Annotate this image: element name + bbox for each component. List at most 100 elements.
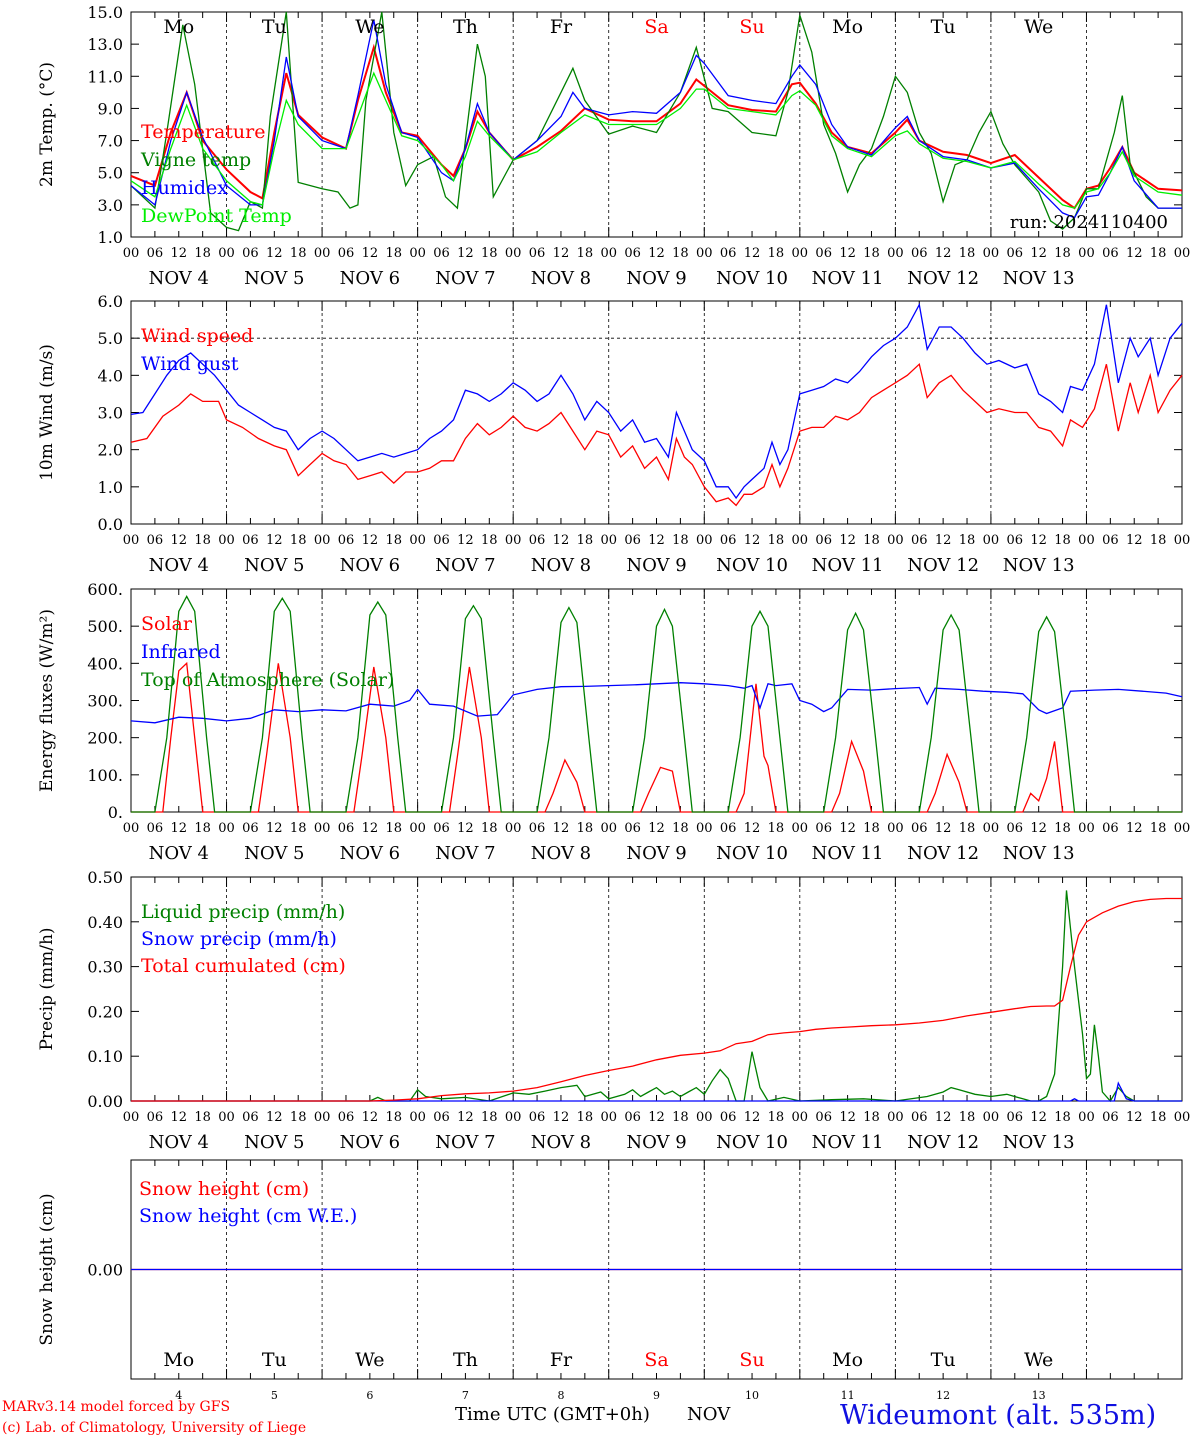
date-label: NOV 7: [435, 555, 495, 576]
hour-label: 12: [1030, 1110, 1047, 1125]
hour-label: 18: [1150, 246, 1167, 261]
hour-label: 18: [959, 246, 976, 261]
hour-label: 00: [600, 246, 617, 261]
hour-label: 18: [577, 1110, 594, 1125]
hour-label: 06: [911, 821, 928, 836]
hour-label: 18: [194, 821, 211, 836]
series-line-dewpoint-temp: [130, 71, 1183, 209]
hour-label: 18: [1054, 533, 1071, 548]
hour-label: 00: [1078, 821, 1095, 836]
date-label: NOV 8: [531, 555, 591, 576]
hour-label: 06: [147, 533, 164, 548]
hour-label: 00: [696, 1110, 713, 1125]
y-tick-label: 0.10: [87, 1047, 123, 1066]
y-tick-label: 600.: [87, 580, 123, 599]
hour-label: 00: [314, 533, 331, 548]
date-label: NOV 12: [907, 1132, 979, 1153]
hour-label: 12: [266, 246, 283, 261]
series-line-wind-speed: [130, 362, 1183, 507]
hour-label: 18: [863, 533, 880, 548]
y-tick-label: 0.0: [98, 515, 123, 534]
lab-credit: (c) Lab. of Climatology, University of L…: [2, 1420, 307, 1436]
day-number-label: 12: [936, 1389, 950, 1402]
hour-label: 12: [744, 821, 761, 836]
hour-label: 00: [505, 246, 522, 261]
hour-label: 12: [553, 1110, 570, 1125]
y-tick-label: 0.20: [87, 1002, 123, 1021]
hour-label: 12: [457, 246, 474, 261]
hour-label: 00: [1078, 533, 1095, 548]
hour-label: 06: [720, 246, 737, 261]
hour-label: 00: [983, 246, 1000, 261]
date-label: NOV 9: [626, 1132, 686, 1153]
hour-label: 12: [935, 246, 952, 261]
legend-entry: DewPoint Temp: [141, 205, 292, 227]
hour-label: 12: [266, 1110, 283, 1125]
date-label: NOV 5: [244, 843, 304, 864]
date-label: NOV 11: [812, 843, 884, 864]
hour-label: 12: [457, 821, 474, 836]
y-tick-label: 2.0: [98, 441, 123, 460]
y-tick-label: 0.30: [87, 958, 123, 977]
hour-label: 12: [1030, 821, 1047, 836]
hour-label: 00: [887, 1110, 904, 1125]
hour-label: 00: [1174, 821, 1191, 836]
weekday-label: We: [1024, 1349, 1053, 1371]
hour-label: 06: [147, 1110, 164, 1125]
hour-label: 06: [624, 821, 641, 836]
legend-entry: Temperature: [141, 121, 265, 143]
hour-label: 06: [529, 246, 546, 261]
y-tick-label: 5.0: [98, 164, 123, 183]
hour-label: 06: [529, 1110, 546, 1125]
y-tick-label: 100.: [87, 766, 123, 785]
hour-label: 06: [433, 821, 450, 836]
hour-label: 18: [959, 1110, 976, 1125]
date-label: NOV 4: [149, 555, 209, 576]
weekday-label: Fr: [550, 16, 573, 38]
hour-label: 00: [218, 246, 235, 261]
date-label: NOV 10: [716, 268, 788, 289]
y-axis-label: Snow height (cm): [37, 1193, 57, 1345]
hour-label: 00: [983, 821, 1000, 836]
hour-label: 06: [815, 821, 832, 836]
legend-entry: Snow height (cm W.E.): [139, 1205, 357, 1227]
weekday-label: Th: [453, 16, 478, 38]
weekday-label: Mo: [832, 16, 863, 38]
hour-label: 00: [696, 821, 713, 836]
weekday-label: Mo: [832, 1349, 863, 1371]
hour-label: 18: [1150, 821, 1167, 836]
series-line-solar: [131, 661, 1182, 813]
hour-label: 06: [624, 246, 641, 261]
hour-label: 00: [887, 246, 904, 261]
hour-label: 06: [1102, 533, 1119, 548]
hour-label: 06: [529, 533, 546, 548]
y-tick-label: 300.: [87, 692, 123, 711]
hour-label: 06: [338, 1110, 355, 1125]
legend-entry: Liquid precip (mm/h): [141, 901, 345, 923]
y-tick-label: 15.0: [87, 3, 123, 22]
y-tick-label: 9.0: [98, 99, 123, 118]
hour-label: 00: [505, 821, 522, 836]
hour-label: 12: [839, 246, 856, 261]
hour-label: 12: [170, 533, 187, 548]
hour-label: 00: [600, 533, 617, 548]
hour-label: 18: [672, 246, 689, 261]
hour-label: 06: [911, 246, 928, 261]
series-line-infrared: [130, 682, 1183, 724]
hour-label: 06: [720, 533, 737, 548]
hour-label: 06: [433, 246, 450, 261]
hour-label: 18: [959, 533, 976, 548]
weekday-label: Tu: [262, 1349, 287, 1371]
hour-label: 12: [553, 246, 570, 261]
date-label: NOV 12: [907, 268, 979, 289]
date-label: NOV 10: [716, 1132, 788, 1153]
hour-label: 00: [123, 821, 140, 836]
series-line-snow-precip-mm-h-: [131, 1081, 1182, 1102]
day-number-label: 5: [271, 1389, 278, 1402]
hour-label: 18: [863, 1110, 880, 1125]
hour-label: 00: [314, 246, 331, 261]
hour-label: 00: [600, 1110, 617, 1125]
date-label: NOV 6: [340, 1132, 400, 1153]
hour-label: 00: [887, 821, 904, 836]
